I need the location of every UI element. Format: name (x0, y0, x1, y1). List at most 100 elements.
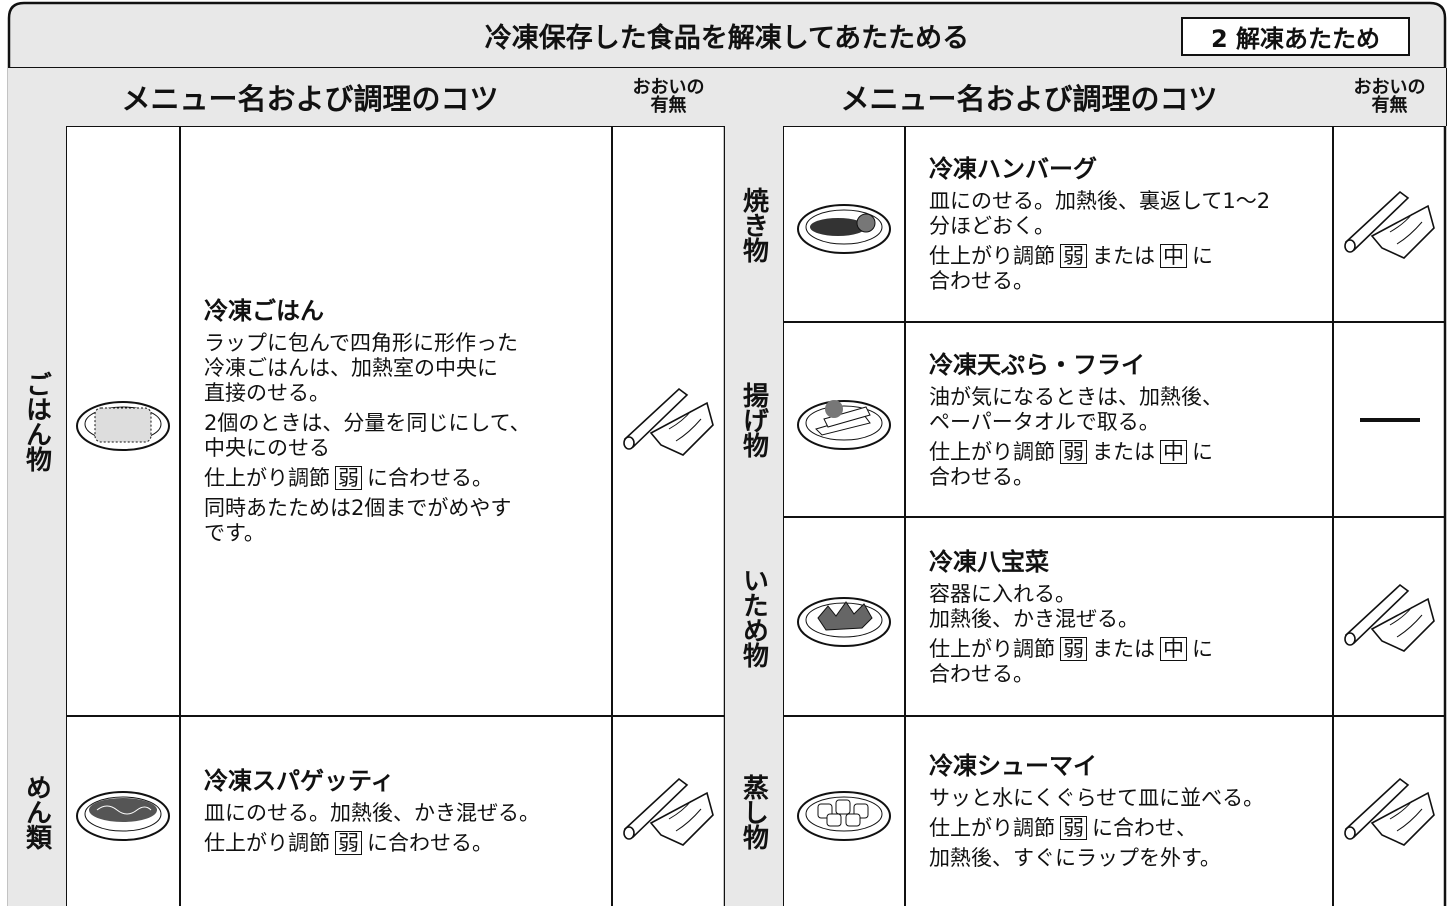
tip-text: または (1092, 244, 1155, 268)
menu-name: 冷凍ごはん (204, 297, 324, 325)
wrap-icon (612, 716, 725, 906)
cover-header-line: おおいの (1353, 77, 1426, 98)
tip-line: 冷凍ごはんは、加熱室の中央に (204, 356, 498, 380)
tip-line: 仕上がり調節弱に合わせる。 (204, 831, 608, 856)
tip: ラップに包んで四角形に形作った 冷凍ごはんは、加熱室の中央に 直接のせる。 (204, 331, 608, 406)
food-illustration (66, 126, 180, 716)
food-illustration (783, 517, 905, 716)
tip: 仕上がり調節弱に合わせる。 (204, 466, 608, 491)
tip-line: 仕上がり調節弱または中に (929, 636, 1329, 662)
tip-line: 皿にのせる。加熱後、裏返して1～2 (929, 189, 1271, 213)
menu-header-text: メニュー名および調理のコツ (121, 82, 499, 116)
tip-line: 容器に入れる。 (929, 581, 1076, 606)
tip-line: 合わせる。 (929, 661, 1034, 686)
no-cover (1333, 322, 1446, 517)
setting-key: 弱 (1060, 636, 1087, 661)
cover-header: おおいの 有無 (612, 68, 725, 126)
tip: 2個のときは、分量を同じにして、 中央にのせる (204, 411, 608, 461)
menu-text: 冷凍スパゲッティ 皿にのせる。加熱後、かき混ぜる。 仕上がり調節弱に合わせる。 (204, 716, 608, 906)
tip-line: ラップに包んで四角形に形作った (204, 331, 518, 355)
food-illustration (783, 716, 905, 906)
menu-name: 冷凍八宝菜 (929, 547, 1049, 576)
category-label: ごはん物 (21, 371, 52, 471)
tip: 皿にのせる。加熱後、かき混ぜる。 (204, 801, 608, 826)
tip-text: に合わせる。 (367, 466, 493, 490)
tip-line: ペーパータオルで取る。 (929, 409, 1160, 434)
tip: 仕上がり調節弱または中に合わせる。 (929, 244, 1329, 294)
category: めん類 (8, 716, 66, 906)
menu-text: 冷凍ハンバーグ 皿にのせる。加熱後、裏返して1～2 分ほどおく。 仕上がり調節弱または… (929, 126, 1329, 322)
menu-name: 冷凍ハンバーグ (929, 155, 1097, 183)
tip-text: に (1192, 636, 1213, 661)
tip-line: 加熱後、かき混ぜる。 (929, 606, 1139, 631)
category: ごはん物 (8, 126, 66, 716)
menu-name: 冷凍シューマイ (929, 752, 1097, 780)
title: 冷凍保存した食品を解凍してあたためる (484, 22, 970, 54)
menu-header: メニュー名および調理のコツ (725, 68, 1333, 126)
tip: 仕上がり調節弱に合わせ、 (929, 816, 1329, 841)
tip: 仕上がり調節弱に合わせる。 (204, 831, 608, 856)
tip-line: 加熱後、すぐにラップを外す。 (929, 846, 1221, 870)
tip-line: 仕上がり調節弱または中に (929, 244, 1329, 269)
tip-line: 皿にのせる。加熱後、かき混ぜる。 (204, 801, 540, 825)
tip-text: に合わせる。 (367, 831, 493, 855)
setting-key: 弱 (335, 466, 362, 490)
tip-text: に (1192, 244, 1213, 268)
tip: 容器に入れる。 加熱後、かき混ぜる。 (929, 582, 1329, 632)
menu-header-text: メニュー名および調理のコツ (840, 82, 1218, 116)
tip: 加熱後、すぐにラップを外す。 (929, 846, 1329, 871)
food-illustration (783, 322, 905, 517)
menu-text: 冷凍シューマイ サッと水にくぐらせて皿に並べる。 仕上がり調節弱に合わせ、 加熱後、す… (929, 716, 1329, 906)
tip: 仕上がり調節弱または中に合わせる。 (929, 439, 1329, 490)
category-label: 焼き物 (738, 186, 769, 262)
tip-line: 直接のせる。 (204, 381, 330, 405)
category-label: 蒸し物 (738, 773, 769, 849)
tip-text: に合わせ、 (1092, 816, 1197, 840)
tip-text: または (1092, 439, 1155, 464)
tip: 仕上がり調節弱または中に合わせる。 (929, 636, 1329, 687)
setting-key: 弱 (1060, 244, 1087, 268)
tip-line: サッと水にくぐらせて皿に並べる。 (929, 786, 1265, 810)
category-label: いため物 (738, 566, 769, 667)
tip-line: 油が気になるときは、加熱後、 (929, 384, 1223, 409)
menu-text: 冷凍ごはんラップに包んで四角形に形作った 冷凍ごはんは、加熱室の中央に 直接のせる。… (204, 126, 608, 716)
cover-header: おおいの 有無 (1333, 68, 1446, 126)
setting-key: 中 (1160, 636, 1187, 661)
tip-line: 中央にのせる (204, 436, 330, 460)
food-illustration (66, 716, 180, 906)
wrap-icon (1333, 517, 1446, 716)
tip-line: 分ほどおく。 (929, 214, 1055, 238)
setting-key: 弱 (1060, 439, 1087, 464)
wrap-icon (1333, 716, 1446, 906)
tip: 皿にのせる。加熱後、裏返して1～2 分ほどおく。 (929, 189, 1329, 239)
tip-text: または (1092, 636, 1155, 661)
tip-text: 仕上がり調節 (929, 816, 1055, 840)
tip-line: 合わせる。 (929, 464, 1034, 489)
menu-name: 冷凍天ぷら・フライ (929, 350, 1145, 379)
category: いため物 (725, 517, 783, 716)
tip-line: 仕上がり調節弱に合わせ、 (929, 816, 1329, 841)
tip-line: 仕上がり調節弱または中に (929, 439, 1329, 465)
outer-border (7, 1, 1447, 906)
cover-header-line: 有無 (1371, 95, 1408, 116)
menu-header: メニュー名および調理のコツ (8, 68, 612, 126)
category: 蒸し物 (725, 716, 783, 906)
tip-line: 同時あたためは2個までがめやす (204, 496, 512, 520)
category: 焼き物 (725, 126, 783, 322)
setting-key: 中 (1160, 244, 1187, 268)
tip-line: 合わせる。 (929, 269, 1034, 293)
tip-line: 仕上がり調節弱に合わせる。 (204, 466, 608, 491)
tip-line: 2個のときは、分量を同じにして、 (204, 411, 531, 435)
badge: 2 解凍あたため (1181, 17, 1410, 56)
setting-key: 中 (1160, 439, 1187, 464)
tip-line: です。 (204, 521, 265, 545)
wrap-icon (612, 126, 725, 716)
category-label: 揚げ物 (738, 382, 769, 457)
category: 揚げ物 (725, 322, 783, 517)
setting-key: 弱 (1060, 816, 1087, 840)
wrap-icon (1333, 126, 1446, 322)
category-label: めん類 (21, 773, 52, 849)
tip-text: 仕上がり調節 (204, 831, 330, 855)
menu-text: 冷凍八宝菜 容器に入れる。 加熱後、かき混ぜる。 仕上がり調節弱または中に合わせる。 (929, 517, 1329, 716)
